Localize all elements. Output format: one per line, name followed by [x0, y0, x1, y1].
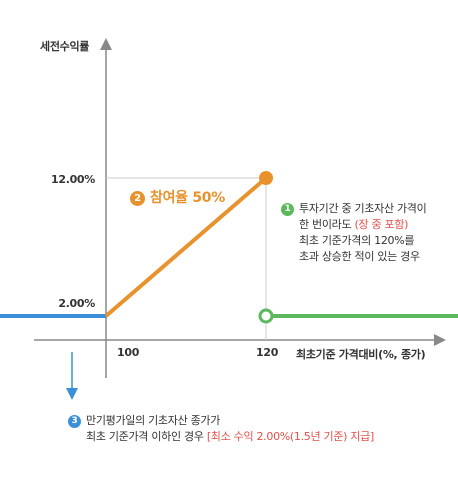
annotation-knock-out: 1 투자기간 중 기초자산 가격이 한 번이라도 (장 중 포함) 최초 기준가격… [281, 201, 427, 265]
badge-1-icon: 1 [281, 203, 294, 216]
anno3-line2a: 최초 기준가격 이하인 경우 [86, 430, 207, 443]
anno3-line1: 만기평가일의 기초자산 종가가 [86, 414, 221, 427]
anno1-line3: 최초 기준가격의 120%를 [299, 234, 415, 247]
badge-3-icon: 3 [68, 415, 81, 428]
badge-2-icon: 2 [130, 191, 145, 206]
x-axis-title: 최초기준 가격대비(%, 종가) [296, 348, 426, 361]
anno1-line2a: 한 번이라도 [299, 218, 355, 231]
series-layer [0, 171, 458, 324]
annotation-maturity: 3 만기평가일의 기초자산 종가가 최초 기준가격 이하인 경우 [최소 수익 2… [68, 413, 374, 445]
anno1-line4: 초과 상승한 적이 있는 경우 [299, 250, 420, 263]
anno1-line2b: (장 중 포함) [354, 218, 409, 231]
point-120-12 [259, 171, 273, 185]
x-tick-120: 120 [256, 346, 279, 359]
annotation-participation-text: 참여율 50% [150, 190, 225, 206]
series-line-1 [104, 176, 268, 318]
y-axis-title: 세전수익률 [40, 40, 90, 53]
y-tick-12: 12.00% [50, 173, 95, 186]
annotation-participation: 2 참여율 50% [130, 187, 225, 207]
anno3-line2b: [최소 수익 2.00%(1.5년 기준) 지급] [206, 430, 374, 443]
y-tick-2: 2.00% [58, 297, 95, 310]
point-120-2 [258, 308, 274, 324]
x-tick-100: 100 [117, 346, 140, 359]
anno1-line1: 투자기간 중 기초자산 가격이 [299, 202, 427, 215]
